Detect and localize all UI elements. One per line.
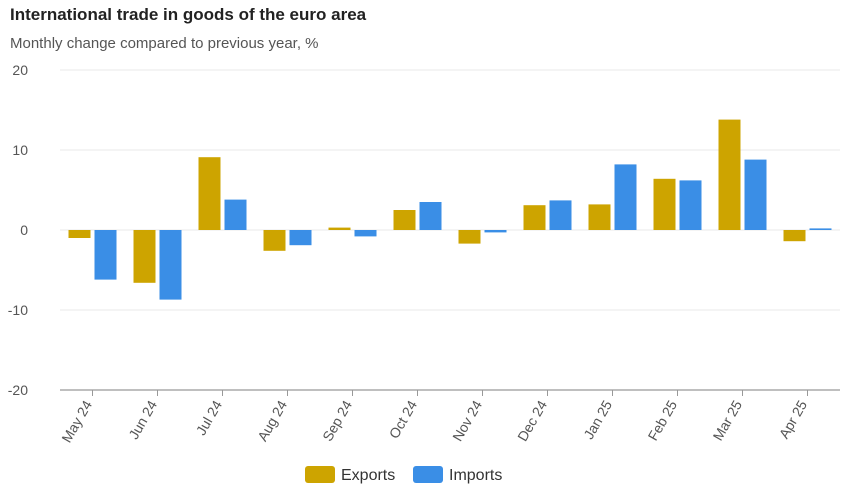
bar-exports-feb-25[interactable]	[653, 178, 676, 230]
bar-imports-oct-24[interactable]	[419, 202, 442, 230]
bar-imports-jan-25[interactable]	[614, 164, 637, 230]
bar-exports-jul-24[interactable]	[198, 157, 221, 230]
grid-lines	[60, 69, 840, 311]
x-tick-label: Mar 25	[709, 397, 745, 443]
bar-imports-may-24[interactable]	[94, 230, 117, 280]
bars	[68, 119, 832, 300]
legend-swatch	[413, 466, 443, 483]
bar-imports-jul-24[interactable]	[224, 199, 247, 230]
bar-imports-dec-24[interactable]	[549, 200, 572, 230]
x-tick-label: Aug 24	[254, 397, 290, 444]
x-tick-label: May 24	[58, 397, 95, 445]
bar-exports-jun-24[interactable]	[133, 230, 156, 283]
y-axis-ticks: 20 10 0 -10 -20	[8, 62, 28, 398]
legend-item-exports[interactable]: Exports	[305, 466, 395, 484]
x-tick-label: Oct 24	[386, 397, 421, 441]
x-tick-label: Jun 24	[125, 397, 160, 442]
x-axis-ticks: May 24 Jun 24 Jul 24 Aug 24 Sep 24 Oct 24 Nov …	[58, 390, 810, 445]
legend-swatch	[305, 466, 335, 483]
bar-exports-jan-25[interactable]	[588, 204, 611, 230]
legend[interactable]: Exports Imports	[305, 466, 502, 484]
x-tick-label: Sep 24	[319, 397, 355, 444]
bar-imports-sep-24[interactable]	[354, 230, 377, 237]
chart-subtitle: Monthly change compared to previous year…	[10, 35, 319, 52]
bar-imports-jun-24[interactable]	[159, 230, 182, 300]
y-tick-label: -10	[8, 302, 28, 318]
bar-exports-nov-24[interactable]	[458, 230, 481, 244]
bar-exports-apr-25[interactable]	[783, 230, 806, 242]
x-tick-label: Feb 25	[644, 397, 680, 443]
legend-item-imports[interactable]: Imports	[413, 466, 502, 484]
x-tick-label: Apr 25	[776, 397, 811, 441]
bar-imports-feb-25[interactable]	[679, 180, 702, 230]
bar-exports-mar-25[interactable]	[718, 119, 741, 230]
bar-exports-may-24[interactable]	[68, 230, 91, 238]
bar-imports-nov-24[interactable]	[484, 230, 507, 233]
bar-imports-apr-25[interactable]	[809, 228, 832, 230]
y-tick-label: 10	[12, 142, 28, 158]
x-tick-label: Jan 25	[580, 397, 615, 442]
y-tick-label: 20	[12, 62, 28, 78]
bar-exports-sep-24[interactable]	[328, 227, 351, 230]
bar-imports-mar-25[interactable]	[744, 159, 767, 230]
bar-exports-oct-24[interactable]	[393, 210, 416, 230]
y-tick-label: -20	[8, 382, 28, 398]
x-tick-label: Dec 24	[514, 397, 550, 444]
bar-imports-aug-24[interactable]	[289, 230, 312, 246]
legend-label: Exports	[341, 467, 395, 484]
y-tick-label: 0	[20, 222, 28, 238]
chart-title: International trade in goods of the euro…	[10, 5, 367, 24]
bar-exports-dec-24[interactable]	[523, 205, 546, 230]
x-tick-label: Jul 24	[193, 397, 226, 438]
x-tick-label: Nov 24	[449, 397, 485, 444]
bar-exports-aug-24[interactable]	[263, 230, 286, 251]
legend-label: Imports	[449, 467, 502, 484]
